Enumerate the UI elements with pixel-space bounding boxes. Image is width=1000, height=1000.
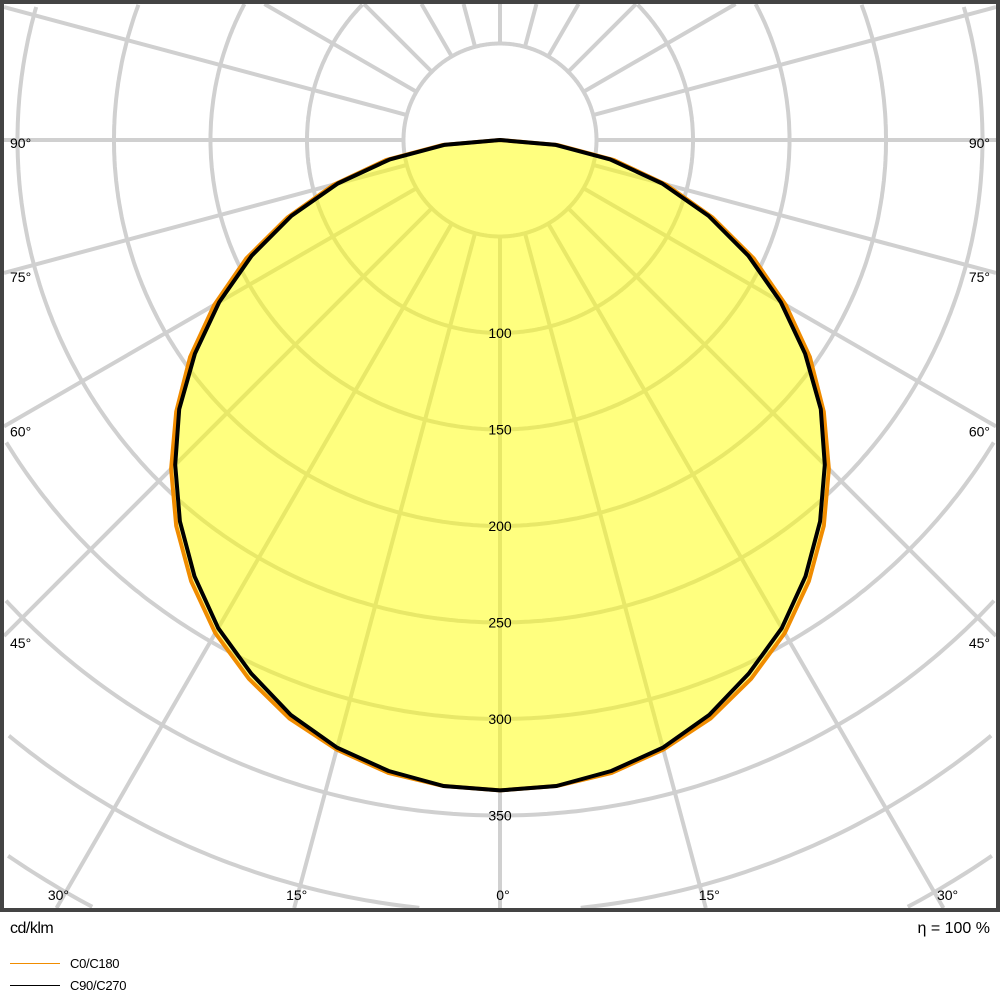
- grid-spoke: [3, 5, 408, 117]
- radial-tick-label: 350: [488, 808, 512, 824]
- grid-spoke: [263, 2, 418, 94]
- polar-intensity-chart: 100 150 200 250 300 350 90° 90° 75° 75° 60° 60° 45°…: [0, 0, 1000, 912]
- angle-label: 15°: [286, 887, 307, 903]
- intensity-fill: [171, 140, 829, 791]
- legend-item-c0: C0/C180: [10, 955, 120, 971]
- grid-spoke: [419, 3, 454, 58]
- radial-tick-label: 150: [488, 422, 512, 438]
- grid-spoke: [362, 2, 434, 74]
- angle-label: 0°: [496, 887, 509, 903]
- angle-label: 30°: [48, 887, 69, 903]
- grid-ring: [7, 734, 993, 910]
- angle-label: 60°: [969, 424, 990, 440]
- angle-label: 45°: [10, 635, 31, 651]
- legend-label-c90: C90/C270: [70, 977, 127, 993]
- angle-label: 75°: [969, 269, 990, 285]
- radial-tick-label: 100: [488, 325, 512, 341]
- intensity-curves: [169, 138, 831, 793]
- legend-swatch-c90: [10, 984, 60, 986]
- grid-ring: [4, 599, 996, 818]
- unit-label: cd/klm: [10, 920, 54, 937]
- grid-spoke: [546, 2, 581, 58]
- grid-spoke: [566, 2, 638, 74]
- angle-label: 75°: [10, 269, 31, 285]
- grid-spoke: [582, 2, 737, 94]
- angle-label: 90°: [10, 135, 31, 151]
- legend-label-c0: C0/C180: [70, 955, 120, 971]
- angle-label: 30°: [937, 887, 958, 903]
- series-c90-c270-curve: [173, 138, 827, 793]
- legend-swatch-c0: [10, 962, 60, 964]
- angle-labels: 90° 90° 75° 75° 60° 60° 45° 45° 30° 15° 0° 15° 30°: [10, 135, 990, 903]
- grid-spoke: [523, 3, 539, 48]
- radial-tick-label: 250: [488, 615, 512, 631]
- efficiency-label: η = 100 %: [917, 920, 991, 937]
- angle-label: 45°: [969, 635, 990, 651]
- grid-ring: [6, 854, 994, 909]
- grid-spoke: [461, 3, 477, 48]
- angle-label: 90°: [969, 135, 990, 151]
- radial-tick-labels: 100 150 200 250 300 350: [488, 325, 512, 824]
- angle-label: 15°: [699, 887, 720, 903]
- grid-spoke: [592, 5, 997, 117]
- plot-frame: [0, 0, 1000, 912]
- radial-tick-label: 200: [488, 518, 512, 534]
- radial-tick-label: 300: [488, 711, 512, 727]
- angle-label: 60°: [10, 424, 31, 440]
- legend-item-c90: C90/C270: [10, 977, 126, 993]
